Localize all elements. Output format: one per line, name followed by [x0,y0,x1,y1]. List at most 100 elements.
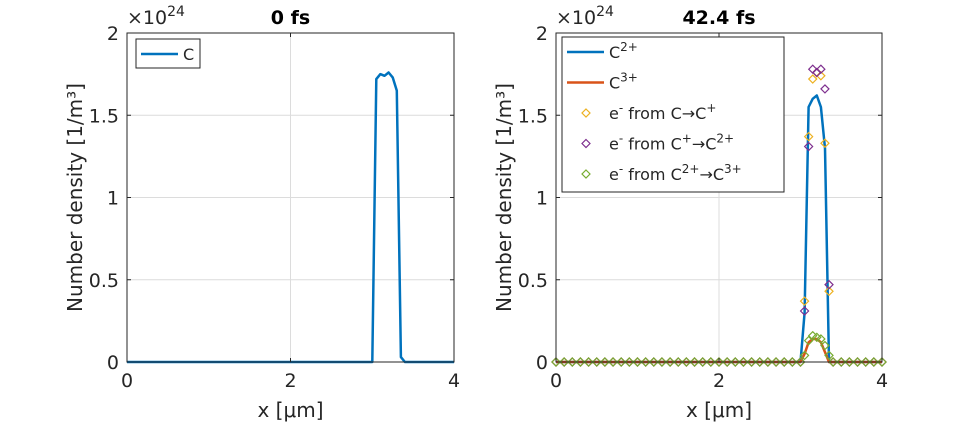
legend-superscript: 2+ [682,162,700,176]
legend-marker-swatch [581,138,591,149]
legend-box [561,36,785,193]
y-axis-label: Number density [1/m³] [63,83,87,312]
chart-panel-1: 0 2 400.511.52×1024 0 fsx [μm]Number densit… [63,4,460,422]
data-point-5 [787,357,798,367]
y-tick-label: 0 [536,352,548,374]
x-tick-label: 4 [876,370,888,392]
legend-entry-5: e- from C2+→C3+ [609,162,742,184]
legend-entry-2: C3+ [609,71,638,93]
data-point-3 [807,74,818,84]
legend-text-part: e [609,104,619,123]
data-point-5 [551,357,561,367]
x-tick-label: 2 [713,370,725,392]
y-tick-label: 1.5 [89,105,119,127]
data-point-5 [624,357,635,367]
data-point-5 [722,357,732,367]
data-point-5 [836,357,847,367]
data-point-5 [754,357,765,367]
data-point-4 [824,279,834,290]
legend-superscript: - [619,101,623,115]
data-point-5 [706,357,716,367]
data-point-5 [575,357,586,367]
data-point-5 [657,357,667,367]
data-point-5 [730,357,741,367]
x-tick-label: 2 [284,370,296,392]
chart-panel-2: 0 2 400.511.52×1024 42.4 fsx [μm]Number den… [492,4,888,422]
data-point-5 [665,357,675,367]
legend-superscript: - [619,162,623,176]
data-point-3 [799,296,810,306]
y-axis-label: Number density [1/m³] [492,83,516,312]
y-tick-label: 0.5 [89,270,119,292]
data-point-5 [648,357,659,367]
legend-entry-1: C [183,45,194,64]
x-axis-label: x [μm] [257,398,323,422]
series-line-1 [556,94,882,364]
data-point-5 [697,357,708,367]
y-exponent-power: 24 [167,4,185,20]
legend-entry-1: C2+ [609,40,638,62]
chart-title: 42.4 fs [682,7,755,29]
legend-text-part: from C [623,165,682,184]
legend-marker-swatch [581,108,591,118]
legend-text-part: C [609,74,620,93]
data-point-5 [689,357,700,367]
y-tick-label: 1 [107,188,119,210]
y-exponent-base: ×10 [127,7,167,29]
data-point-5 [583,357,594,367]
x-tick-label: 0 [121,370,133,392]
data-point-5 [828,357,838,367]
data-point-5 [763,357,773,367]
y-tick-label: 2 [107,23,119,45]
data-point-5 [771,357,781,367]
data-point-5 [799,350,810,361]
legend-superscript: 3+ [724,162,742,176]
data-point-5 [591,357,602,367]
legend-text-part: e [609,165,619,184]
y-exponent-label: ×1024 [556,4,614,29]
data-point-5 [803,335,814,346]
legend-text-part: from C→C [623,104,706,123]
data-point-5 [869,357,879,367]
x-tick-label: 4 [448,370,460,392]
data-point-5 [632,357,643,367]
data-point-5 [673,357,684,367]
y-tick-label: 0.5 [518,270,548,292]
legend-superscript: + [682,132,692,146]
data-point-4 [799,306,810,316]
legend-superscript: 2+ [620,40,638,54]
legend-marker-swatch [581,169,591,179]
legend-text-part: →C [699,165,724,184]
data-point-5 [559,357,569,367]
data-point-5 [816,334,826,344]
legend-superscript: 2+ [716,132,734,146]
data-point-5 [681,357,692,367]
data-point-5 [640,357,651,367]
data-point-5 [714,357,724,367]
y-tick-label: 1.5 [518,105,548,127]
data-point-3 [803,131,814,142]
y-exponent-base: ×10 [556,7,596,29]
chart-title: 0 fs [271,7,310,29]
data-point-5 [860,357,871,367]
legend-text-part: from C [623,135,682,154]
data-point-5 [738,357,749,367]
y-tick-label: 1 [536,188,548,210]
data-point-5 [820,340,830,351]
x-axis-label: x [μm] [686,398,752,422]
y-tick-label: 0 [107,352,119,374]
data-point-5 [567,357,578,367]
data-point-5 [608,357,618,367]
data-point-5 [877,357,887,367]
data-point-5 [844,357,855,367]
y-exponent-label: ×1024 [127,4,185,29]
data-point-3 [820,138,830,149]
legend: C [135,38,201,69]
legend-entry-3: e- from C→C+ [609,101,716,123]
data-point-4 [820,84,830,94]
legend-text-part: →C [692,135,717,154]
data-point-5 [779,357,790,367]
data-point-3 [824,286,834,297]
data-point-5 [746,357,757,367]
data-point-5 [852,357,863,367]
